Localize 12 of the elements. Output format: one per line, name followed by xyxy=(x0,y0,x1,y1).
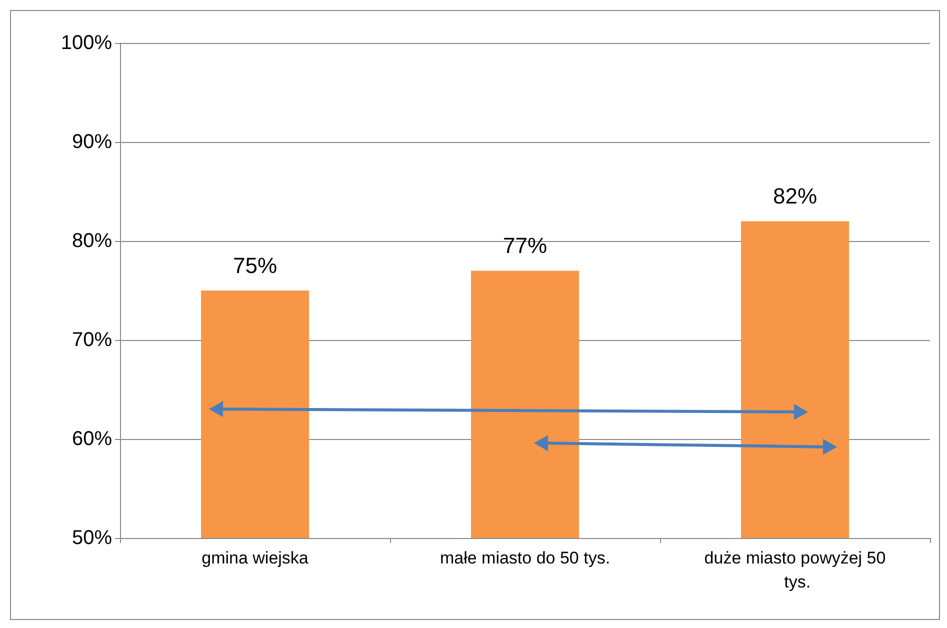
y-tick-label: 90% xyxy=(72,131,112,153)
y-tick-label: 80% xyxy=(72,230,112,252)
y-tick-label: 70% xyxy=(72,329,112,351)
y-tick-label: 60% xyxy=(72,428,112,450)
y-tick-label: 50% xyxy=(72,527,112,549)
data-label: 82% xyxy=(772,184,818,209)
data-label: 75% xyxy=(232,253,278,278)
data-label: 77% xyxy=(502,233,548,258)
x-tick-label: małe miasto do 50 tys. xyxy=(440,548,610,568)
x-tick-label: gmina wiejska xyxy=(202,548,309,568)
x-tick-label: duże miasto powyżej 50 tys. xyxy=(704,548,886,592)
y-tick-label: 100% xyxy=(60,32,112,54)
